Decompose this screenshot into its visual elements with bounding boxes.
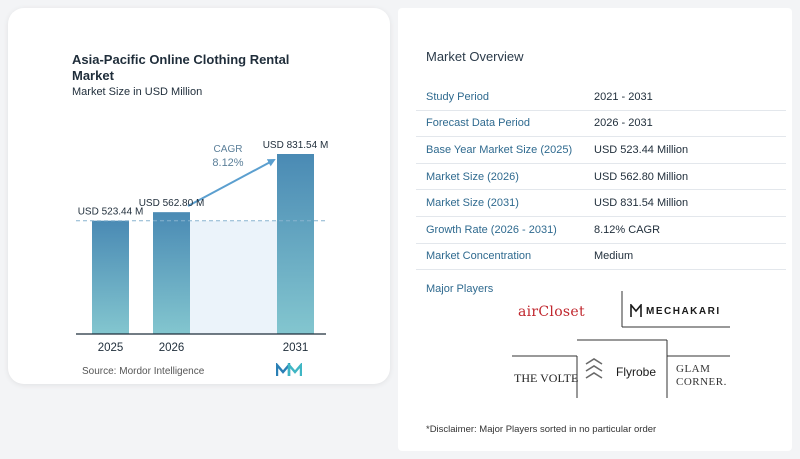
- x-tick-2031: 2031: [283, 342, 309, 354]
- overview-row-value: USD 562.80 Million: [594, 170, 689, 183]
- x-tick-2025: 2025: [98, 342, 124, 354]
- mechakari-logo: MECHAKARI: [646, 306, 721, 317]
- overview-row-value: 2021 - 2031: [594, 90, 653, 103]
- bar-2026: [153, 212, 190, 334]
- bar-2025: [92, 220, 129, 334]
- overview-row-value: USD 831.54 Million: [594, 197, 689, 210]
- overview-row-label: Study Period: [426, 90, 489, 103]
- glamcorner-logo: GLAM CORNER.: [676, 363, 727, 388]
- overview-row-label: Base Year Market Size (2025): [426, 143, 573, 156]
- cagr-value: 8.12%: [212, 157, 243, 169]
- data-label-2025: USD 523.44 M: [78, 207, 144, 218]
- overview-row-label: Market Concentration: [426, 250, 532, 263]
- overview-panel: [398, 8, 792, 451]
- overview-row: Base Year Market Size (2025) USD 523.44 M…: [416, 137, 786, 164]
- bar-2031: [277, 154, 314, 334]
- disclaimer: *Disclaimer: Major Players sorted in no …: [426, 424, 657, 435]
- overview-row-label: Growth Rate (2026 - 2031): [426, 223, 557, 236]
- overview-title: Market Overview: [426, 49, 524, 64]
- x-tick-2026: 2026: [159, 342, 185, 354]
- source-text: Source: Mordor Intelligence: [82, 366, 205, 377]
- mordor-logo-icon: [276, 363, 302, 376]
- overview-row: Study Period 2021 - 2031: [416, 84, 786, 111]
- flyrobe-mark-icon: [585, 358, 603, 379]
- mechakari-mark-icon: [630, 304, 642, 317]
- flyrobe-logo: Flyrobe: [616, 365, 657, 379]
- overview-row-label: Forecast Data Period: [426, 117, 530, 130]
- cagr-label: CAGR: [214, 144, 243, 155]
- cagr-arrow: [187, 159, 276, 207]
- overview-row-label: Market Size (2031): [426, 197, 519, 210]
- overview-row-value: Medium: [594, 250, 634, 263]
- overview-row: Market Size (2031) USD 831.54 Million: [416, 190, 786, 217]
- major-players-title: Major Players: [426, 283, 494, 295]
- overview-row-value: USD 523.44 Million: [594, 143, 689, 156]
- overview-row: Market Concentration Medium: [416, 244, 786, 271]
- aircloset-logo: airCloset: [518, 304, 585, 320]
- overview-row-label: Market Size (2026): [426, 170, 519, 183]
- overview-row-value: 2026 - 2031: [594, 117, 653, 130]
- overview-row: Growth Rate (2026 - 2031) 8.12% CAGR: [416, 217, 786, 244]
- chart-title: Asia-Pacific Online Clothing Rental Mark…: [72, 52, 290, 83]
- growth-shade: [190, 220, 277, 334]
- overview-row: Market Size (2026) USD 562.80 Million: [416, 164, 786, 191]
- thevolte-logo: THE VOLTE: [514, 371, 579, 385]
- overview-row: Forecast Data Period 2026 - 2031: [416, 111, 786, 138]
- data-label-2026: USD 562.80 M: [139, 198, 205, 209]
- overview-row-value: 8.12% CAGR: [594, 223, 661, 236]
- data-label-2031: USD 831.54 M: [263, 140, 329, 151]
- chart-subtitle: Market Size in USD Million: [72, 86, 203, 98]
